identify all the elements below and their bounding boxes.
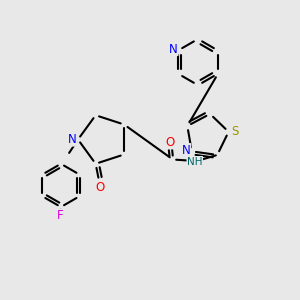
Text: N: N (68, 133, 77, 146)
Text: O: O (95, 181, 104, 194)
Text: N: N (169, 43, 178, 56)
Text: NH: NH (187, 157, 203, 166)
Text: O: O (166, 136, 175, 149)
Text: S: S (231, 125, 238, 138)
Text: N: N (182, 144, 191, 157)
Text: F: F (56, 209, 63, 222)
